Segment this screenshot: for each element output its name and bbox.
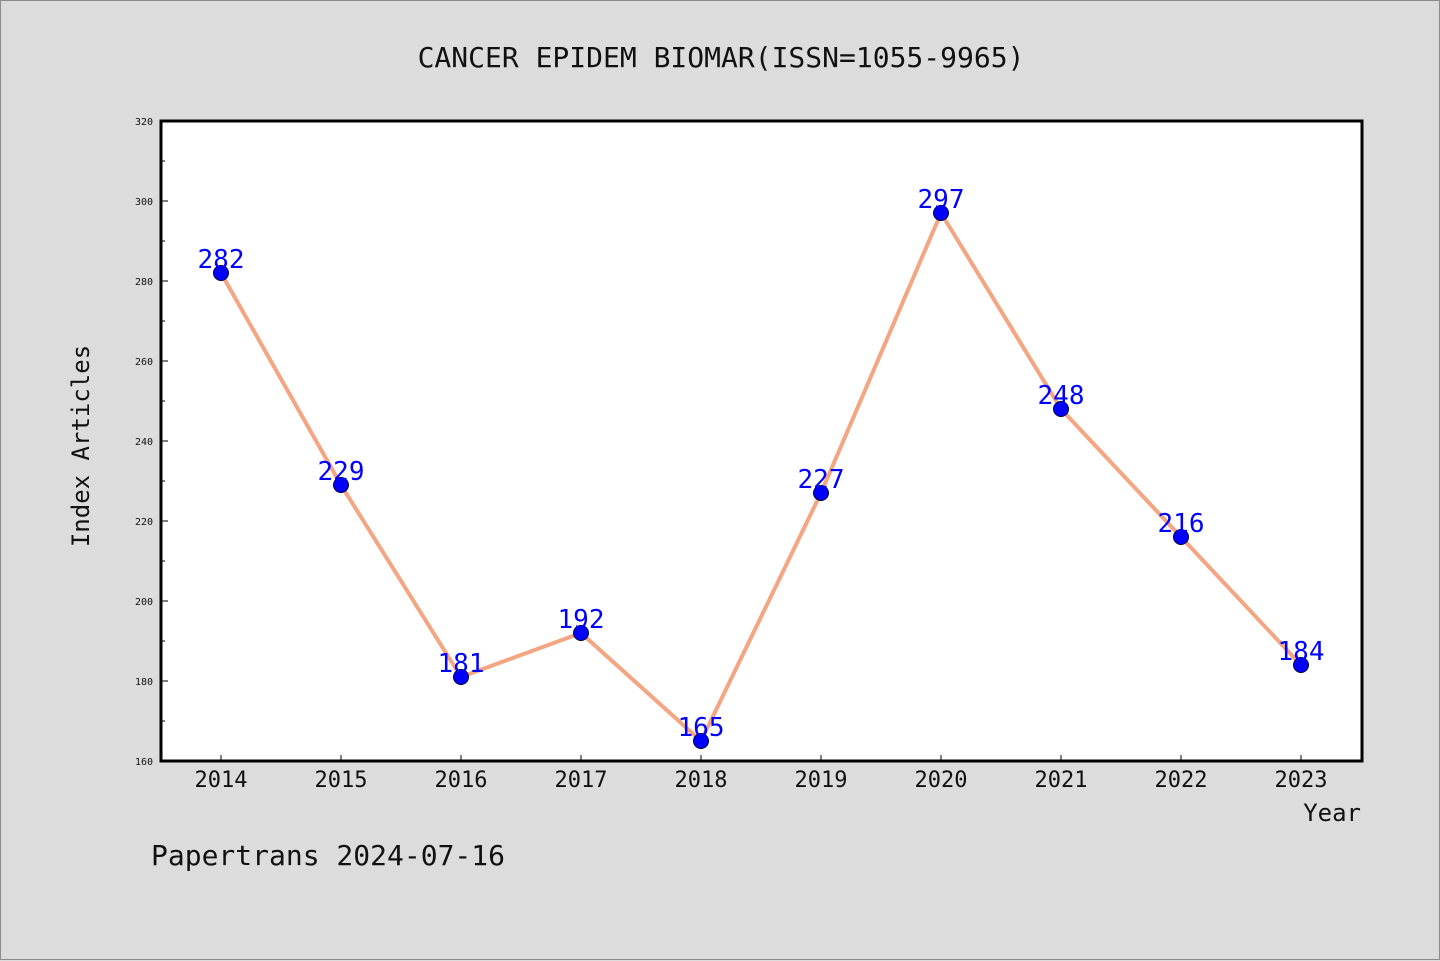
data-point-2014	[213, 265, 229, 281]
x-tick-label-2019: 2019	[795, 768, 848, 793]
data-labels: 282 229 181 192 165 227 297 248 216 184	[198, 185, 1325, 743]
x-tick-label-2022: 2022	[1155, 768, 1208, 793]
footer-text: Papertrans 2024-07-16	[151, 839, 505, 872]
y-tick-label: 280	[135, 277, 153, 288]
data-label-2014: 282	[198, 245, 245, 275]
x-tick-label-2023: 2023	[1275, 768, 1328, 793]
data-label-2019: 227	[798, 465, 845, 495]
data-label-2023: 184	[1278, 637, 1325, 667]
y-tick-label: 160	[135, 757, 153, 768]
y-tick-label: 220	[135, 517, 153, 528]
data-label-2021: 248	[1038, 381, 1085, 411]
y-tick-label: 200	[135, 597, 153, 608]
chart-title: CANCER EPIDEM BIOMAR(ISSN=1055-9965)	[418, 41, 1025, 74]
data-points	[213, 205, 1309, 749]
y-axis-label: Index Articles	[67, 345, 95, 547]
series-line	[219, 211, 1303, 743]
data-label-2015: 229	[318, 457, 365, 487]
data-point-2015	[333, 477, 349, 493]
data-label-2016: 181	[438, 649, 485, 679]
data-label-2018: 165	[678, 713, 725, 743]
y-tick-label: 180	[135, 677, 153, 688]
y-axis: 160 180 200 220 240 260 280 300 320	[135, 117, 168, 768]
y-tick-label: 320	[135, 117, 153, 128]
data-label-2017: 192	[558, 605, 605, 635]
data-label-2022: 216	[1158, 509, 1205, 539]
data-point-2022	[1173, 529, 1189, 545]
data-point-2018	[693, 733, 709, 749]
x-tick-label-2016: 2016	[435, 768, 488, 793]
y-tick-label: 300	[135, 197, 153, 208]
data-label-2020: 297	[918, 185, 965, 215]
plot-area	[159, 119, 1364, 763]
y-tick-label: 240	[135, 437, 153, 448]
data-point-2017	[573, 625, 589, 641]
data-point-2020	[933, 205, 949, 221]
x-axis-label: Year	[1303, 799, 1361, 827]
x-tick-label-2020: 2020	[915, 768, 968, 793]
series-line-group	[219, 211, 1303, 743]
data-point-2016	[453, 669, 469, 685]
x-tick-label-2021: 2021	[1035, 768, 1088, 793]
x-tick-label-2018: 2018	[675, 768, 728, 793]
x-tick-label-2017: 2017	[555, 768, 608, 793]
data-point-2023	[1293, 657, 1309, 673]
x-tick-label-2014: 2014	[195, 768, 248, 793]
x-axis: 2014 2015 2016 2017 2018 2019 2020 2021 2022 2023	[195, 755, 1328, 793]
data-point-2019	[813, 485, 829, 501]
x-tick-label-2015: 2015	[315, 768, 368, 793]
y-tick-label: 260	[135, 357, 153, 368]
data-point-2021	[1053, 401, 1069, 417]
